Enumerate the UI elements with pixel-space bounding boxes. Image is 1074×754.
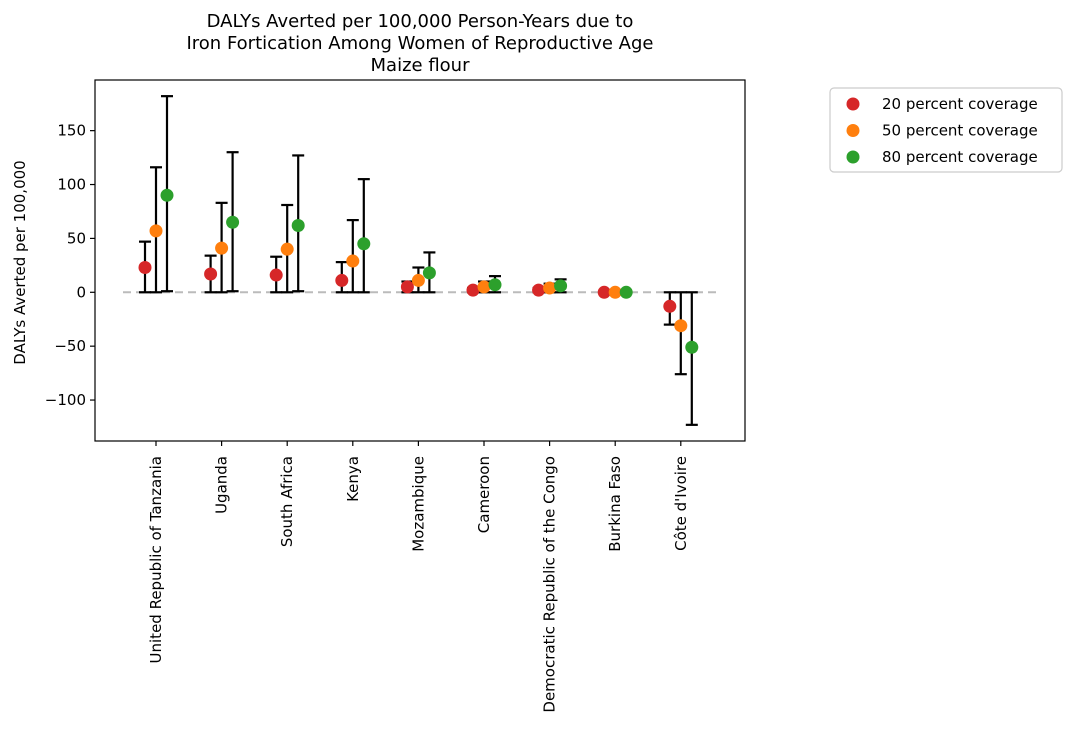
y-tick-label: 100 <box>57 176 86 194</box>
x-tick-label: Cameroon <box>475 456 493 533</box>
plot-frame <box>94 79 746 442</box>
data-point <box>543 281 557 295</box>
data-point <box>477 280 491 294</box>
x-tick-label: United Republic of Tanzania <box>147 456 165 663</box>
y-tick-label: −100 <box>45 391 86 409</box>
data-point <box>149 224 163 238</box>
y-axis-label: DALYs Averted per 100,000 <box>11 160 29 364</box>
legend-label: 50 percent coverage <box>882 122 1038 140</box>
y-tick-label: −50 <box>54 337 86 355</box>
data-point <box>269 268 283 282</box>
x-tick-label: Côte d'Ivoire <box>672 456 690 551</box>
data-point <box>597 285 611 299</box>
y-tick-label: 0 <box>76 283 86 301</box>
data-point <box>619 285 633 299</box>
x-tick-label: Burkina Faso <box>606 456 624 552</box>
data-point <box>685 340 699 354</box>
data-point <box>160 188 174 202</box>
data-point <box>608 285 622 299</box>
data-point <box>488 278 502 292</box>
legend-label: 80 percent coverage <box>882 148 1038 166</box>
chart-title-line: Maize flour <box>371 55 471 76</box>
x-tick-label: South Africa <box>278 456 296 547</box>
data-point <box>422 266 436 280</box>
x-tick-label: Uganda <box>213 456 231 514</box>
legend-marker <box>846 124 860 137</box>
data-point <box>226 215 240 229</box>
data-point <box>280 242 294 256</box>
legend-marker <box>846 150 860 164</box>
data-point <box>400 280 414 294</box>
data-point <box>466 283 480 297</box>
data-point <box>291 218 305 232</box>
data-point <box>138 261 152 275</box>
data-point <box>204 267 218 281</box>
data-point <box>411 273 425 287</box>
y-tick-label: 50 <box>67 229 86 247</box>
data-point <box>357 237 371 251</box>
data-point <box>554 279 568 293</box>
data-point <box>532 283 546 297</box>
chart-title-line: Iron Fortication Among Women of Reproduc… <box>186 33 653 54</box>
data-point <box>663 299 677 313</box>
x-tick-label: Kenya <box>344 456 362 502</box>
y-tick-label: 150 <box>57 122 86 140</box>
data-point <box>674 319 688 333</box>
x-tick-label: Mozambique <box>409 456 427 552</box>
x-tick-label: Democratic Republic of the Congo <box>541 456 559 713</box>
data-point <box>335 273 349 287</box>
legend-marker <box>846 97 860 111</box>
data-point <box>215 241 229 255</box>
legend-box <box>829 87 1063 173</box>
chart-title-line: DALYs Averted per 100,000 Person-Years d… <box>207 11 634 32</box>
data-point <box>346 254 360 268</box>
legend-label: 20 percent coverage <box>882 95 1038 113</box>
